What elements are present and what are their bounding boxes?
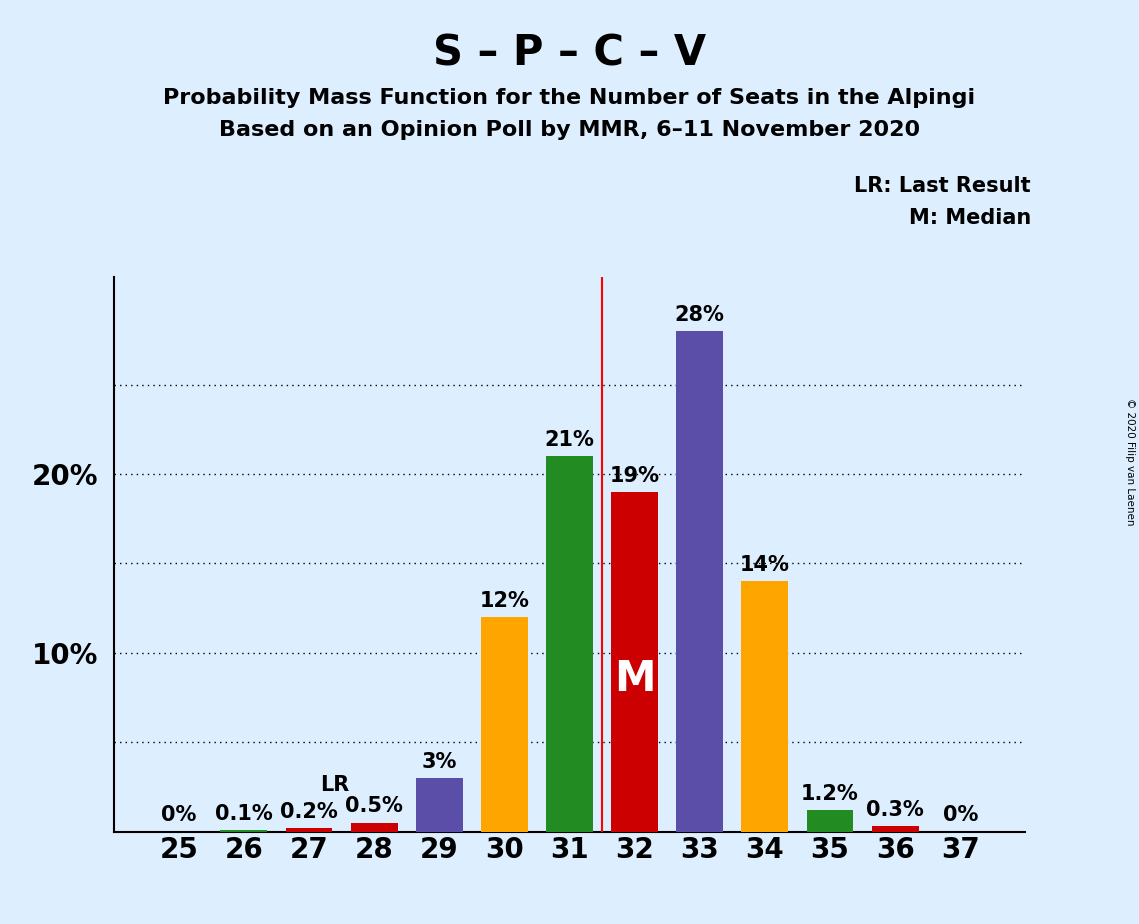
Text: 0.2%: 0.2%	[280, 802, 338, 821]
Bar	[481, 617, 527, 832]
Text: © 2020 Filip van Laenen: © 2020 Filip van Laenen	[1125, 398, 1134, 526]
Bar	[546, 456, 593, 832]
Text: M: M	[614, 658, 655, 699]
Text: 19%: 19%	[609, 466, 659, 485]
Bar	[871, 826, 918, 832]
Text: 21%: 21%	[544, 430, 595, 450]
Text: Based on an Opinion Poll by MMR, 6–11 November 2020: Based on an Opinion Poll by MMR, 6–11 No…	[219, 120, 920, 140]
Text: LR: LR	[320, 775, 350, 795]
Text: 0%: 0%	[161, 806, 196, 825]
Bar	[741, 581, 788, 832]
Text: 0.3%: 0.3%	[867, 800, 924, 820]
Text: 28%: 28%	[674, 305, 724, 324]
Text: Probability Mass Function for the Number of Seats in the Alpingi: Probability Mass Function for the Number…	[163, 88, 976, 108]
Text: 3%: 3%	[421, 752, 457, 772]
Text: 14%: 14%	[740, 555, 789, 575]
Text: 0.5%: 0.5%	[345, 796, 403, 817]
Text: 1.2%: 1.2%	[801, 784, 859, 804]
Text: LR: Last Result: LR: Last Result	[854, 176, 1031, 196]
Text: S – P – C – V: S – P – C – V	[433, 32, 706, 74]
Bar	[612, 492, 658, 832]
Bar	[351, 822, 398, 832]
Text: 0%: 0%	[943, 806, 978, 825]
Bar	[416, 778, 462, 832]
Bar	[806, 810, 853, 832]
Bar	[221, 830, 268, 832]
Bar	[286, 828, 333, 832]
Text: 0.1%: 0.1%	[215, 804, 272, 823]
Bar	[677, 331, 723, 832]
Text: M: Median: M: Median	[909, 208, 1031, 228]
Text: 12%: 12%	[480, 590, 530, 611]
